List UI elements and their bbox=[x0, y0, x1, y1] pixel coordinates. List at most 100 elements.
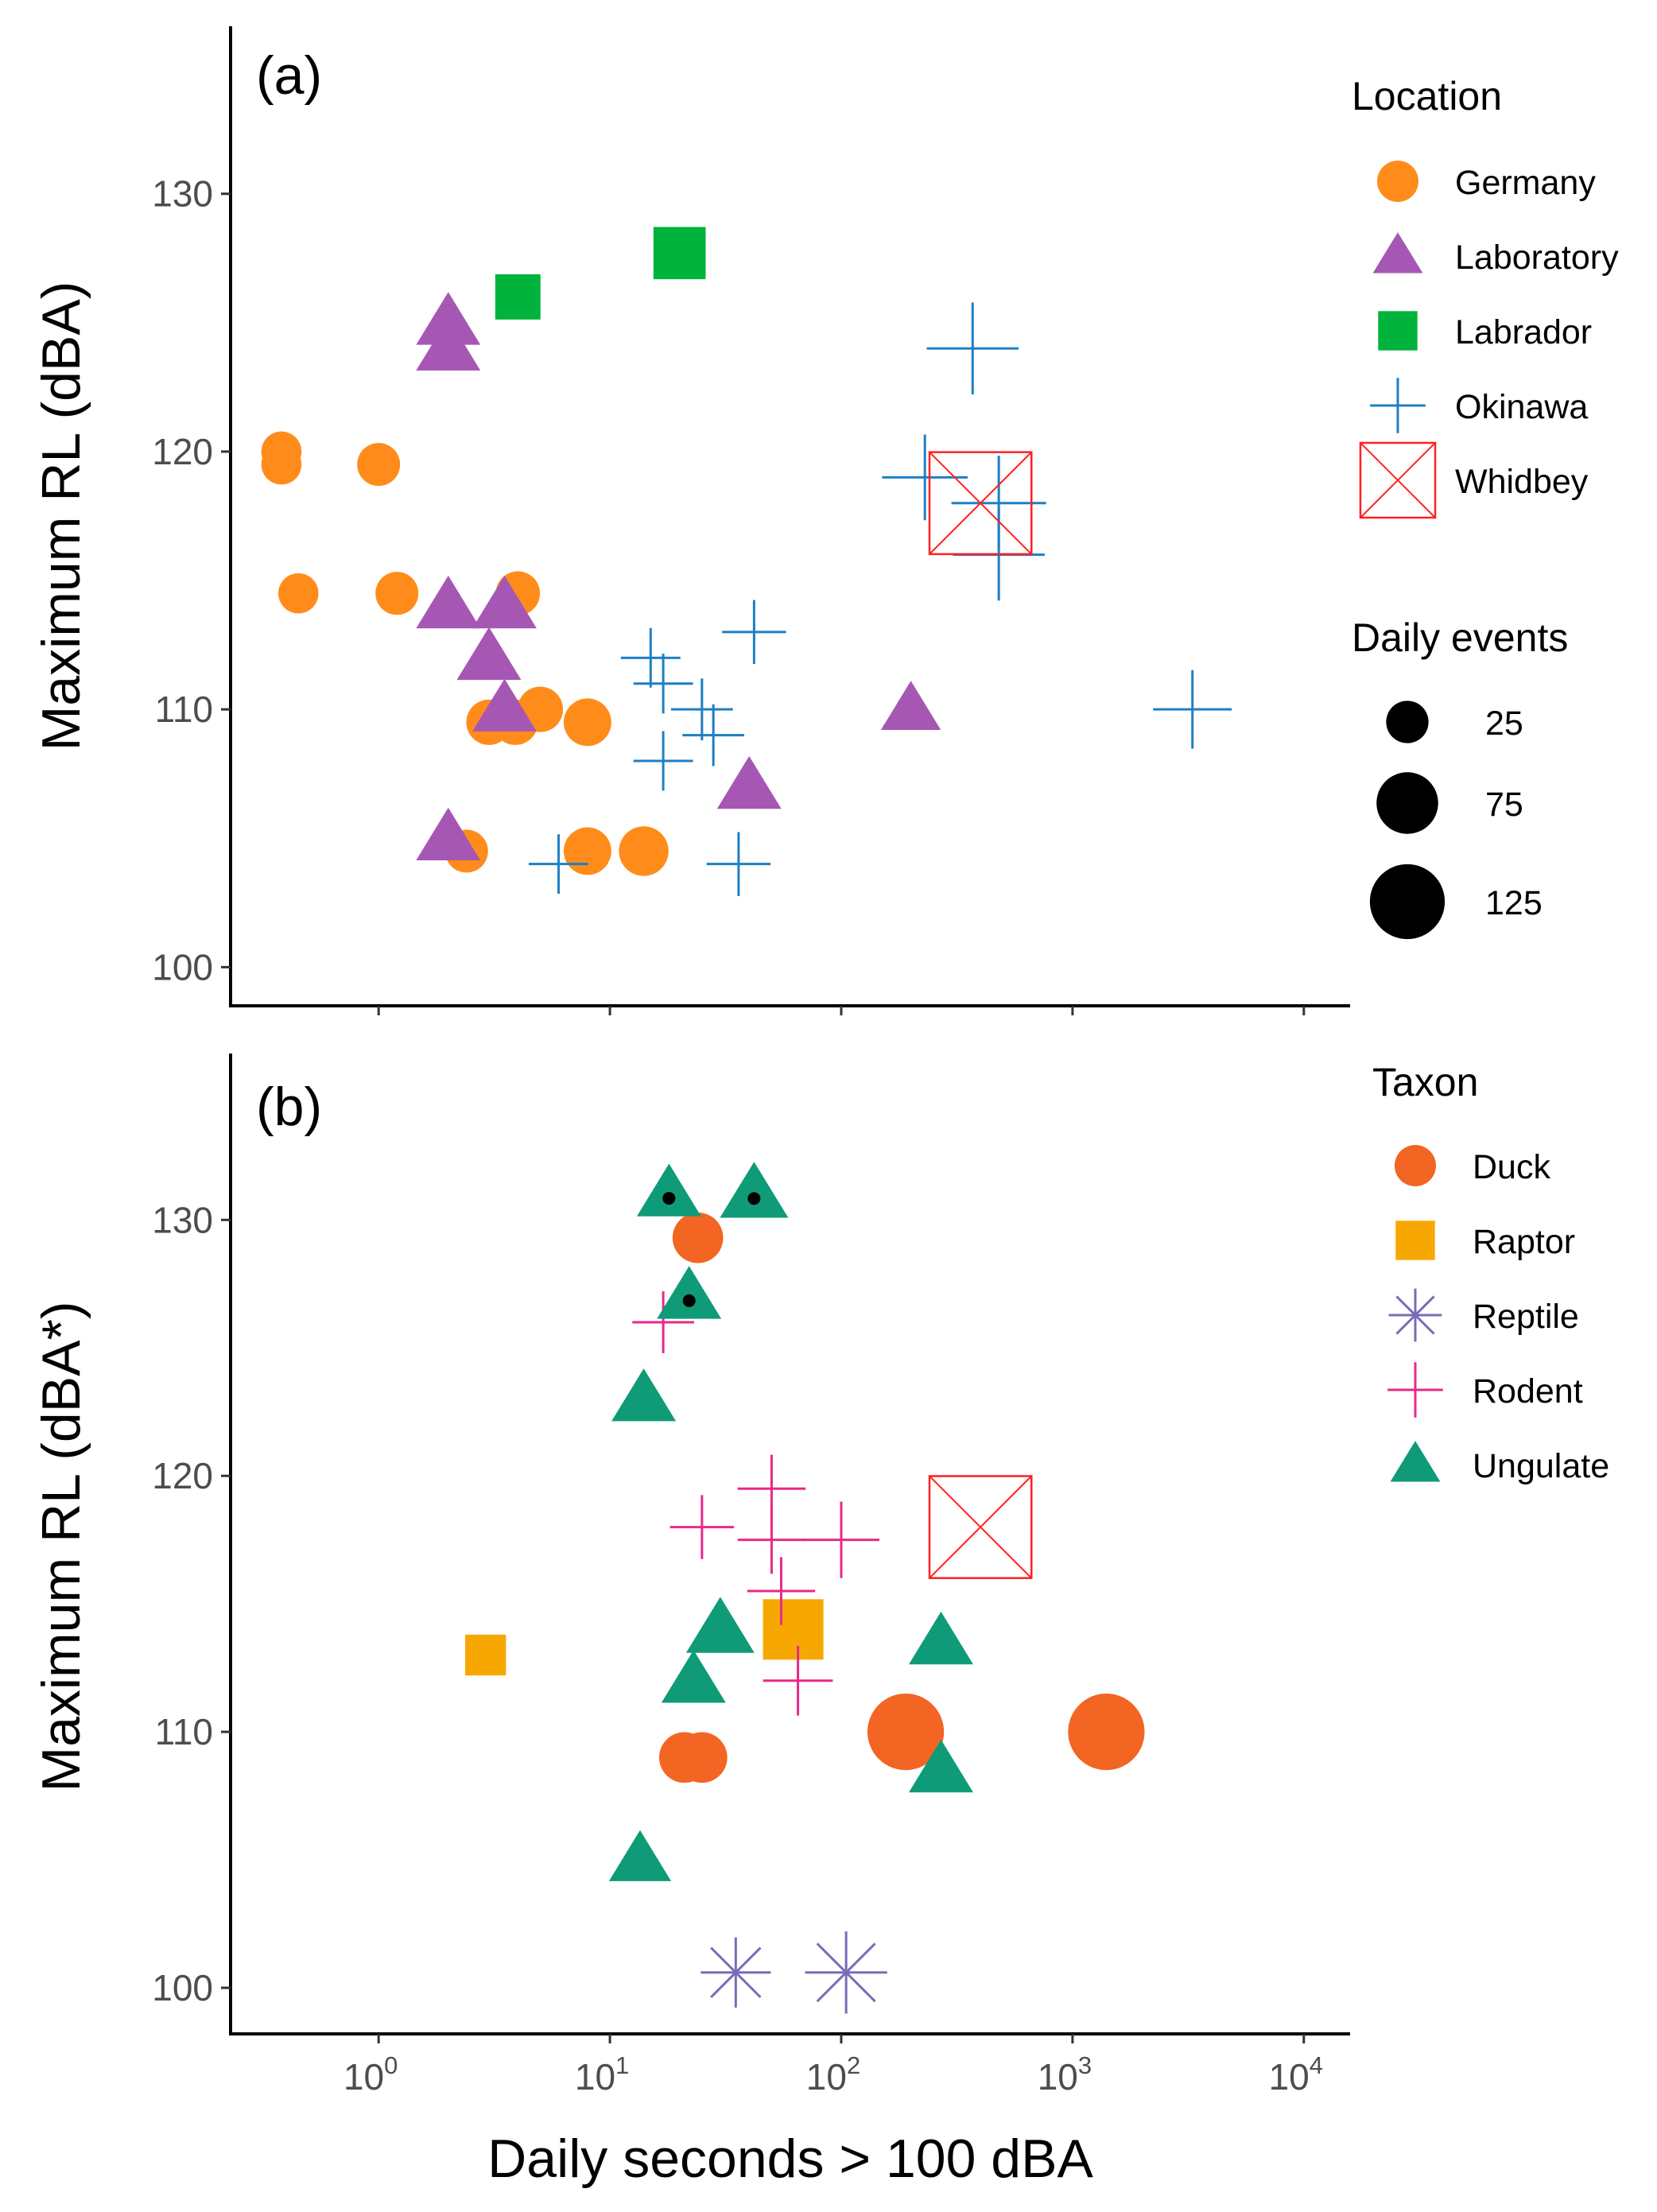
legend-label: Ungulate bbox=[1473, 1447, 1609, 1485]
ungulate-point bbox=[608, 1830, 672, 1881]
okinawa-point bbox=[882, 434, 968, 521]
panel-label: (a) bbox=[256, 45, 322, 106]
raptor-point bbox=[465, 1634, 506, 1676]
reptile-point bbox=[805, 1931, 887, 2014]
germany-point bbox=[619, 826, 669, 876]
ungulate-point bbox=[720, 1162, 789, 1218]
x-tick-exponent: 0 bbox=[384, 2051, 398, 2079]
x-tick-exponent: 3 bbox=[1078, 2051, 1092, 2079]
reptile-point bbox=[700, 1937, 771, 2008]
okinawa-point bbox=[682, 704, 745, 766]
legend-label: Rodent bbox=[1473, 1372, 1583, 1411]
y-tick-label: 120 bbox=[152, 1455, 213, 1496]
legend-key-whidbey bbox=[1359, 441, 1437, 519]
laboratory-point bbox=[416, 317, 481, 371]
y-tick-label: 110 bbox=[155, 1711, 213, 1752]
legend-key-raptor bbox=[1395, 1220, 1435, 1260]
laboratory-point bbox=[416, 807, 481, 860]
okinawa-point bbox=[620, 627, 681, 688]
whidbey-point bbox=[928, 451, 1033, 556]
legend-size-key bbox=[1369, 863, 1446, 940]
legend-title: Location bbox=[1352, 74, 1502, 118]
x-tick-exponent: 1 bbox=[615, 2051, 629, 2079]
okinawa-point bbox=[633, 654, 693, 714]
legend-label: Reptile bbox=[1473, 1298, 1579, 1336]
y-axis-title: Maximum RL (dBA*) bbox=[31, 1301, 91, 1791]
legend-label: Okinawa bbox=[1455, 388, 1588, 426]
legend-label: Labrador bbox=[1455, 313, 1592, 351]
legend-key-germany bbox=[1377, 161, 1418, 202]
ungulate-point bbox=[657, 1266, 722, 1319]
okinawa-point bbox=[1153, 669, 1232, 749]
x-tick-base: 10 bbox=[1269, 2056, 1310, 2098]
rodent-point bbox=[763, 1645, 833, 1716]
ungulate-point bbox=[685, 1597, 755, 1653]
germany-point bbox=[375, 572, 419, 615]
labrador-point bbox=[653, 227, 706, 280]
legend-key-rodent bbox=[1387, 1362, 1443, 1418]
laboratory-point bbox=[416, 575, 481, 629]
okinawa-point bbox=[926, 302, 1019, 395]
x-axis-title: Daily seconds > 100 dBA bbox=[487, 2129, 1093, 2189]
legend-key-laboratory bbox=[1372, 232, 1423, 274]
okinawa-point bbox=[670, 678, 733, 741]
legend-key-reptile bbox=[1388, 1288, 1442, 1342]
germany-point bbox=[357, 443, 401, 487]
legend-label: 25 bbox=[1485, 704, 1523, 743]
legend-title: Daily events bbox=[1352, 615, 1568, 660]
ungulate-point bbox=[909, 1611, 973, 1665]
legend-taxon: Taxon Duck Raptor Reptile Rodent Ungulate bbox=[1372, 1060, 1609, 1485]
rodent-point bbox=[747, 1557, 816, 1625]
legend-label: 75 bbox=[1485, 786, 1523, 824]
germany-point bbox=[563, 698, 611, 747]
legend-key-okinawa bbox=[1370, 378, 1426, 433]
duck-point bbox=[677, 1732, 728, 1783]
y-ticks: 100 110 120 130 bbox=[152, 1199, 231, 2008]
panel-a: 100 110 120 130 (a) Maximum RL (dBA) Locati… bbox=[31, 26, 1619, 1015]
rodent-point bbox=[669, 1495, 735, 1559]
panel-label: (b) bbox=[256, 1077, 322, 1137]
y-tick-label: 100 bbox=[152, 946, 213, 988]
rodent-point bbox=[802, 1501, 880, 1578]
legend-size-key bbox=[1376, 772, 1438, 834]
x-tick-base: 10 bbox=[343, 2056, 384, 2098]
laboratory-point bbox=[456, 627, 522, 681]
laboratory-point bbox=[472, 678, 537, 732]
ungulate-point bbox=[636, 1163, 701, 1217]
x-ticks bbox=[377, 1006, 1306, 1015]
x-tick-base: 10 bbox=[806, 2056, 847, 2098]
y-tick-label: 120 bbox=[152, 431, 213, 472]
legend-label: 125 bbox=[1485, 884, 1543, 922]
legend-label: Duck bbox=[1473, 1148, 1550, 1186]
okinawa-point bbox=[529, 834, 589, 895]
x-tick-label: 103 bbox=[1038, 2051, 1092, 2098]
data-marks bbox=[261, 227, 1232, 896]
legend-location: Location Germany Laboratory Labrador Okinaw… bbox=[1352, 74, 1619, 519]
duck-point bbox=[867, 1694, 945, 1771]
whidbey-point bbox=[928, 1475, 1033, 1579]
y-tick-label: 100 bbox=[152, 1967, 213, 2008]
legend-key-labrador bbox=[1378, 311, 1418, 351]
ungulate-point bbox=[611, 1368, 677, 1422]
raptor-point bbox=[763, 1599, 824, 1660]
labrador-point bbox=[495, 274, 541, 320]
y-tick-label: 130 bbox=[152, 1199, 213, 1240]
x-tick-base: 10 bbox=[1038, 2056, 1078, 2098]
okinawa-point bbox=[722, 600, 786, 665]
data-marks bbox=[465, 1162, 1145, 2014]
x-tick-base: 10 bbox=[575, 2056, 615, 2098]
ungulate-point bbox=[661, 1650, 726, 1703]
laboratory-point bbox=[880, 681, 941, 730]
okinawa-point bbox=[706, 832, 771, 896]
y-axis-title: Maximum RL (dBA) bbox=[31, 281, 91, 751]
y-ticks: 100 110 120 130 bbox=[152, 173, 231, 988]
legend-label: Laboratory bbox=[1455, 239, 1619, 277]
ungulate-point bbox=[909, 1739, 973, 1793]
x-tick-label: 101 bbox=[575, 2051, 629, 2098]
duck-point bbox=[672, 1212, 724, 1263]
highlight-dot bbox=[682, 1294, 696, 1307]
legend-label: Germany bbox=[1455, 164, 1596, 202]
x-tick-exponent: 4 bbox=[1310, 2051, 1323, 2079]
